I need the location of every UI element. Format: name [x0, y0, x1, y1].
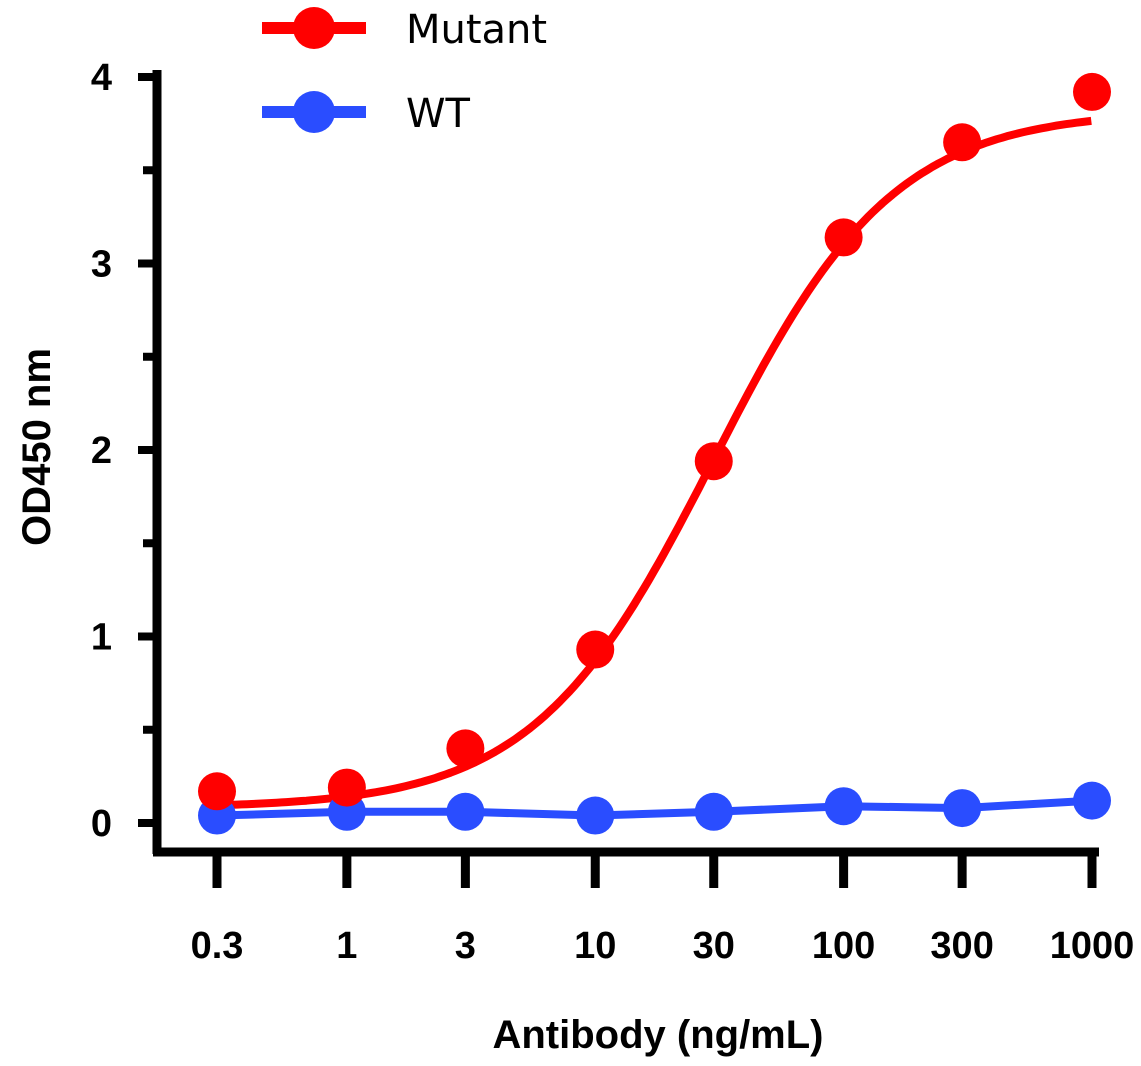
- y-tick-label: 2: [91, 430, 112, 472]
- legend-mutant-marker: [293, 7, 335, 49]
- mutant-point: [943, 123, 982, 162]
- x-tick-label: 1000: [1050, 925, 1135, 967]
- series-layer: [198, 72, 1111, 835]
- mutant-point: [824, 218, 863, 257]
- mutant-fit-line: [211, 116, 1092, 810]
- mutant-point: [1073, 72, 1111, 111]
- wt-point: [824, 787, 863, 826]
- axes: 0 1 2 3 4 0.3 1 3 10 30 100 300 1000: [91, 57, 1134, 967]
- x-tick-label: 100: [812, 925, 875, 967]
- legend: Mutant WT: [262, 7, 547, 137]
- legend-mutant-label: Mutant: [406, 7, 547, 53]
- x-tick-label: 3: [455, 925, 476, 967]
- wt-point: [1073, 781, 1111, 820]
- y-tick-label: 3: [91, 244, 112, 286]
- x-tick-label: 300: [930, 925, 993, 967]
- x-tick-label: 30: [693, 925, 735, 967]
- y-axis-label: OD450 nm: [15, 348, 59, 546]
- legend-wt-marker: [293, 91, 335, 133]
- wt-point: [576, 796, 615, 835]
- wt-point: [943, 789, 982, 828]
- wt-line: [216, 796, 1093, 820]
- y-tick-label: 1: [91, 617, 112, 659]
- legend-wt-label: WT: [406, 91, 471, 137]
- y-tick-label: 0: [91, 803, 112, 845]
- x-tick-label: 0.3: [191, 925, 244, 967]
- mutant-point: [446, 729, 485, 768]
- x-tick-label: 10: [574, 925, 616, 967]
- mutant-point: [694, 442, 733, 481]
- x-axis-label: Antibody (ng/mL): [492, 1013, 823, 1057]
- x-tick-label: 1: [336, 925, 357, 967]
- mutant-point: [576, 630, 615, 669]
- mutant-point: [198, 772, 236, 811]
- wt-point: [446, 792, 485, 831]
- wt-point: [694, 792, 733, 831]
- y-tick-label: 4: [91, 57, 112, 99]
- mutant-point: [327, 768, 366, 807]
